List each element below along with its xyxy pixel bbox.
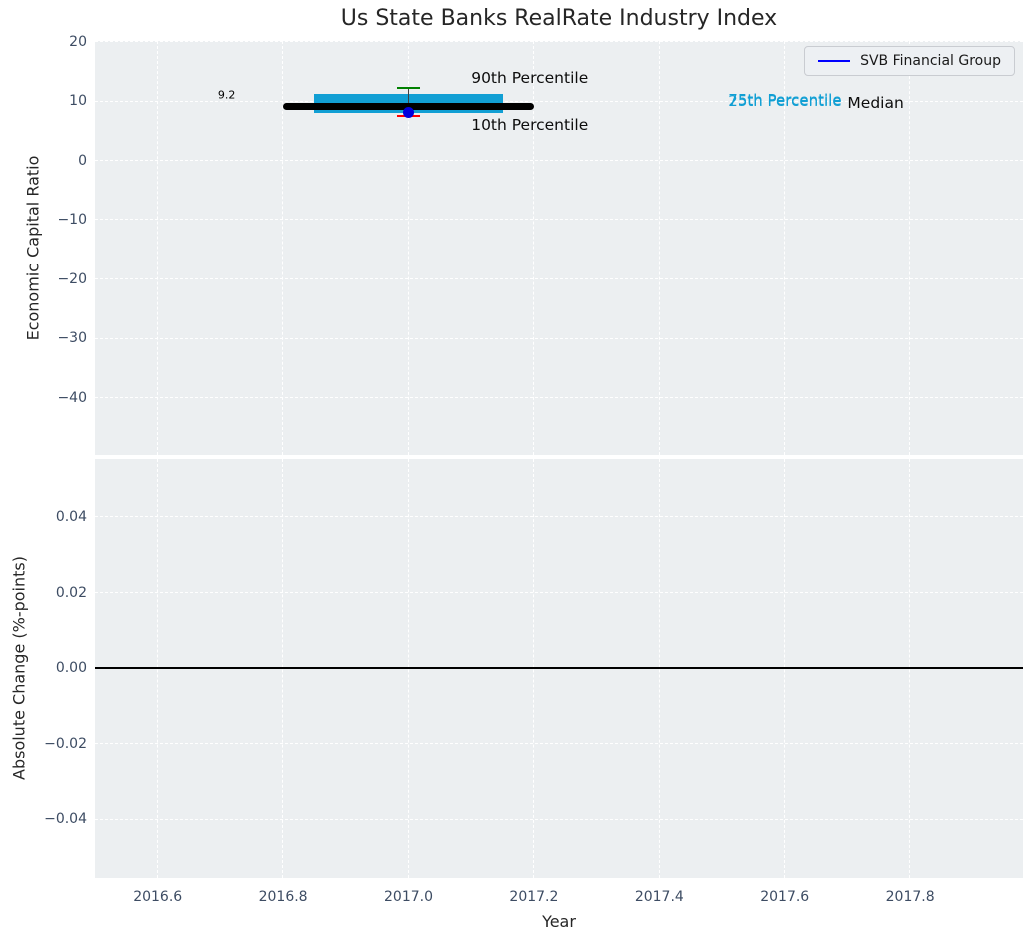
gridline-vertical	[909, 41, 911, 455]
gridline-vertical	[407, 41, 409, 455]
gridline-horizontal	[95, 100, 1023, 102]
annotation: 75th Percentile	[728, 90, 842, 109]
gridline-horizontal	[95, 743, 1023, 745]
annotation: 90th Percentile	[471, 68, 589, 87]
gridline-horizontal	[95, 219, 1023, 221]
annotation: 9.2	[217, 88, 236, 102]
svb-data-point	[403, 106, 414, 118]
x-tick-label: 2017.2	[509, 889, 559, 905]
y-tick-label: −40	[57, 389, 87, 406]
y-tick-label: 20	[69, 34, 87, 51]
x-axis-label: Year	[542, 912, 576, 931]
gridline-vertical	[156, 41, 158, 455]
y-tick-label: −10	[57, 211, 87, 228]
annotation: Median	[847, 94, 904, 113]
p90-cap	[397, 86, 420, 90]
top-plot-area: 20 10 0 −10 −20 −30 −40 9.2 90th Percentile 10th …	[57, 34, 1023, 455]
errorbar-line	[407, 87, 410, 117]
x-tick-label: 2017.6	[760, 889, 810, 905]
median-line	[283, 102, 534, 110]
gridline-horizontal	[95, 396, 1023, 398]
y-tick-label: −30	[57, 330, 87, 347]
y-tick-label: 10	[69, 93, 87, 110]
gridline-vertical	[533, 41, 535, 455]
gridline-horizontal	[95, 337, 1023, 339]
x-tick-label: 2016.8	[258, 889, 308, 905]
gridline-horizontal	[95, 516, 1023, 518]
gridline-horizontal	[95, 818, 1023, 820]
y-tick-label: −0.02	[44, 735, 87, 752]
x-tick-label: 2016.6	[133, 889, 183, 905]
y-tick-label: 0.00	[55, 660, 87, 677]
annotation: 25th Percentile	[728, 92, 842, 111]
legend: SVB Financial Group	[804, 46, 1015, 76]
x-tick-label: 2017.0	[384, 889, 433, 905]
y-tick-label: 0.02	[55, 584, 87, 601]
gridline-horizontal	[95, 159, 1023, 161]
y-tick-label: 0	[78, 152, 87, 169]
x-tick-label: 2017.8	[885, 889, 935, 905]
y-axis-label-top: Economic Capital Ratio	[23, 155, 43, 341]
gridline-vertical	[282, 41, 284, 455]
y-tick-label: 0.04	[55, 509, 87, 526]
y-tick-label: −0.04	[44, 811, 87, 828]
gridline-horizontal	[95, 591, 1023, 593]
annotation: 10th Percentile	[471, 116, 589, 135]
bottom-plot-area: 2016.6 2016.8 2017.0 2017.2 2017.4 2017.6 2017…	[44, 459, 1023, 905]
chart-title: Us State Banks RealRate Industry Index	[340, 6, 778, 31]
gridline-vertical	[783, 41, 785, 455]
zero-line	[95, 667, 1023, 670]
legend-label: SVB Financial Group	[860, 53, 1001, 69]
gridline-horizontal	[95, 278, 1023, 280]
y-tick-label: −20	[57, 271, 87, 288]
legend-line-swatch	[818, 60, 851, 62]
gridline-vertical	[658, 41, 660, 455]
gridline-horizontal	[95, 41, 1023, 43]
y-axis-label-bottom: Absolute Change (%-points)	[9, 556, 29, 780]
x-tick-label: 2017.4	[634, 889, 684, 905]
